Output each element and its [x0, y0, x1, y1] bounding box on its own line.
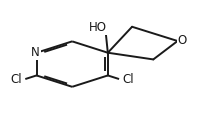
Text: Cl: Cl [10, 73, 22, 86]
Text: N: N [31, 46, 40, 59]
Text: Cl: Cl [122, 73, 134, 86]
Text: O: O [178, 34, 187, 47]
Text: HO: HO [89, 21, 107, 34]
